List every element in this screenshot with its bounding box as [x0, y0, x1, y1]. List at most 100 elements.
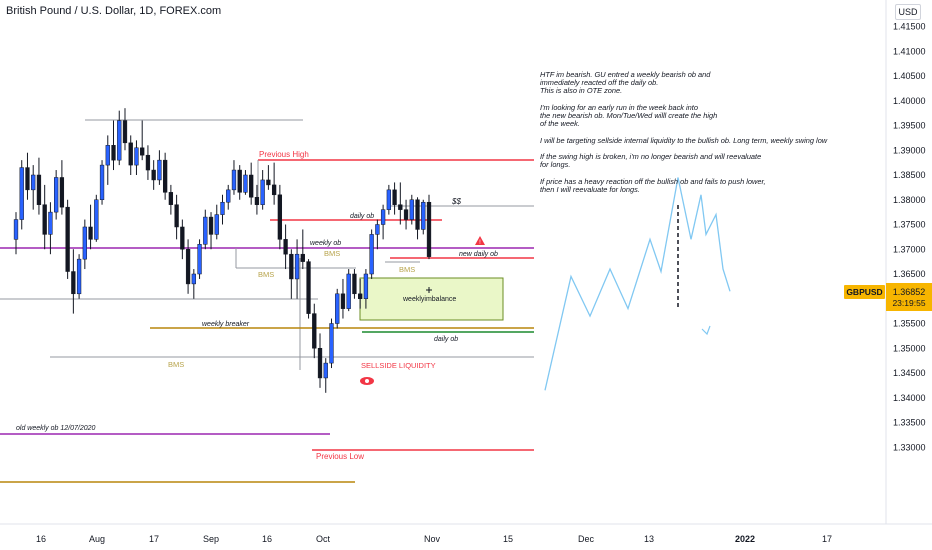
annotation-labels: Previous High daily ob $$ weekly ob BMS … [16, 150, 498, 461]
candle-body [306, 261, 311, 314]
time-axis[interactable]: 16 Aug 17 Sep 16 Oct Nov 15 Dec 13 2022 17 [0, 523, 932, 544]
candle-body [203, 216, 208, 245]
candle-body [214, 214, 219, 235]
price-tick-label: 1.38000 [893, 195, 926, 205]
time-axis-labels: 16 Aug 17 Sep 16 Oct Nov 15 Dec 13 2022 17 [36, 534, 832, 544]
candle-body [312, 313, 317, 349]
candle-body [294, 253, 300, 280]
price-axis[interactable]: 1.41500 1.41000 1.40500 1.40000 1.39500 1.390… [885, 0, 926, 524]
price-tick-label: 1.39500 [893, 121, 926, 131]
price-tick-label: 1.37500 [893, 220, 926, 230]
time-tick-label: 16 [36, 534, 46, 544]
candle-body [191, 273, 196, 285]
candle-body [358, 293, 363, 299]
price-tick-label: 1.40500 [893, 71, 926, 81]
candle-body [117, 120, 122, 161]
candle-body [65, 206, 70, 272]
candle-body [99, 164, 105, 201]
price-tick-label: 1.36500 [893, 269, 926, 279]
candle-body [19, 167, 24, 220]
candle-body [48, 211, 53, 235]
price-tick-label: 1.41500 [893, 22, 926, 32]
candle-body [363, 273, 369, 299]
candle-body [323, 362, 328, 379]
chart-title: British Pound / U.S. Dollar, 1D, FOREX.c… [6, 5, 222, 17]
candle-body [300, 253, 305, 262]
price-tick-label: 1.33500 [893, 418, 926, 428]
candle-body [128, 142, 133, 166]
candle-body [421, 201, 426, 230]
candle-body [71, 271, 76, 295]
price-axis-labels: 1.41500 1.41000 1.40500 1.40000 1.39500 1.390… [893, 22, 926, 453]
candle-body [157, 159, 162, 181]
candle-body [352, 273, 357, 295]
time-tick-label: 13 [644, 534, 654, 544]
candle-body [94, 199, 99, 240]
weekly-imbalance-zone[interactable] [359, 277, 504, 321]
label-old-weekly-ob: old weekly ob 12/07/2020 [16, 425, 95, 432]
label-weekly-ob: weekly ob [310, 240, 341, 247]
candle-body [260, 179, 265, 205]
projection-line [544, 177, 731, 391]
currency-button[interactable]: USD [895, 4, 921, 20]
label-weekly-breaker: weekly breaker [202, 321, 250, 328]
crosshair-marker-icon [426, 287, 432, 293]
price-tick-label: 1.39000 [893, 145, 926, 155]
time-tick-label: Sep [203, 534, 219, 544]
candle-body [317, 348, 323, 379]
price-tick-label: 1.34500 [893, 368, 926, 378]
candle-body [105, 145, 110, 166]
levels [0, 119, 534, 483]
label-bms-bottom: BMS [168, 360, 184, 369]
eye-icon [360, 377, 374, 385]
label-sellside-liquidity: SELLSIDE LIQUIDITY [361, 361, 436, 370]
candle-body [31, 174, 36, 191]
candle-body [409, 199, 414, 220]
candle-body [134, 147, 139, 166]
ticker-tag: GBPUSD [846, 287, 882, 297]
analysis-note: HTF im bearish. GU entred a weekly beari… [540, 70, 828, 194]
candle-body [25, 167, 30, 191]
price-tick-label: 1.35000 [893, 343, 926, 353]
candle-body [271, 184, 277, 196]
svg-text:!: ! [479, 240, 481, 246]
candle-body [392, 189, 397, 205]
candle-body [151, 169, 156, 181]
candle-body [398, 204, 403, 210]
candle-body [254, 197, 260, 205]
time-tick-label: 16 [262, 534, 272, 544]
candle-body [168, 192, 174, 205]
candle-body [346, 273, 351, 309]
projection-end-arrow [701, 325, 711, 336]
label-dollar-signs: $$ [451, 197, 461, 206]
candle-body [369, 234, 374, 275]
candle-body [289, 253, 294, 280]
candle-body [243, 174, 248, 193]
label-daily-ob-bottom: daily ob [434, 336, 458, 343]
candle-body [249, 174, 254, 198]
candle-body [88, 226, 93, 240]
candle-body [380, 209, 386, 225]
label-previous-low: Previous Low [316, 452, 364, 461]
countdown-tag: 23:19:55 [892, 298, 925, 308]
candle-body [59, 177, 65, 208]
candle-body [174, 204, 179, 228]
candle-body [140, 147, 145, 156]
candle-body [197, 244, 202, 275]
candle-body [180, 226, 185, 250]
candle-body [283, 239, 288, 255]
price-tick-label: 1.41000 [893, 46, 926, 56]
price-tick-label: 1.38500 [893, 170, 926, 180]
candle-body [36, 174, 42, 205]
candlesticks [13, 108, 432, 393]
time-tick-label: Aug [89, 534, 105, 544]
candle-body [277, 194, 283, 240]
label-bms-top: BMS [324, 249, 340, 258]
candle-body [145, 154, 151, 171]
price-tick-label: 1.35500 [893, 319, 926, 329]
time-tick-label: 17 [822, 534, 832, 544]
price-tick-label: 1.37000 [893, 244, 926, 254]
label-daily-ob-top: daily ob [350, 213, 374, 220]
candle-body [42, 204, 47, 235]
